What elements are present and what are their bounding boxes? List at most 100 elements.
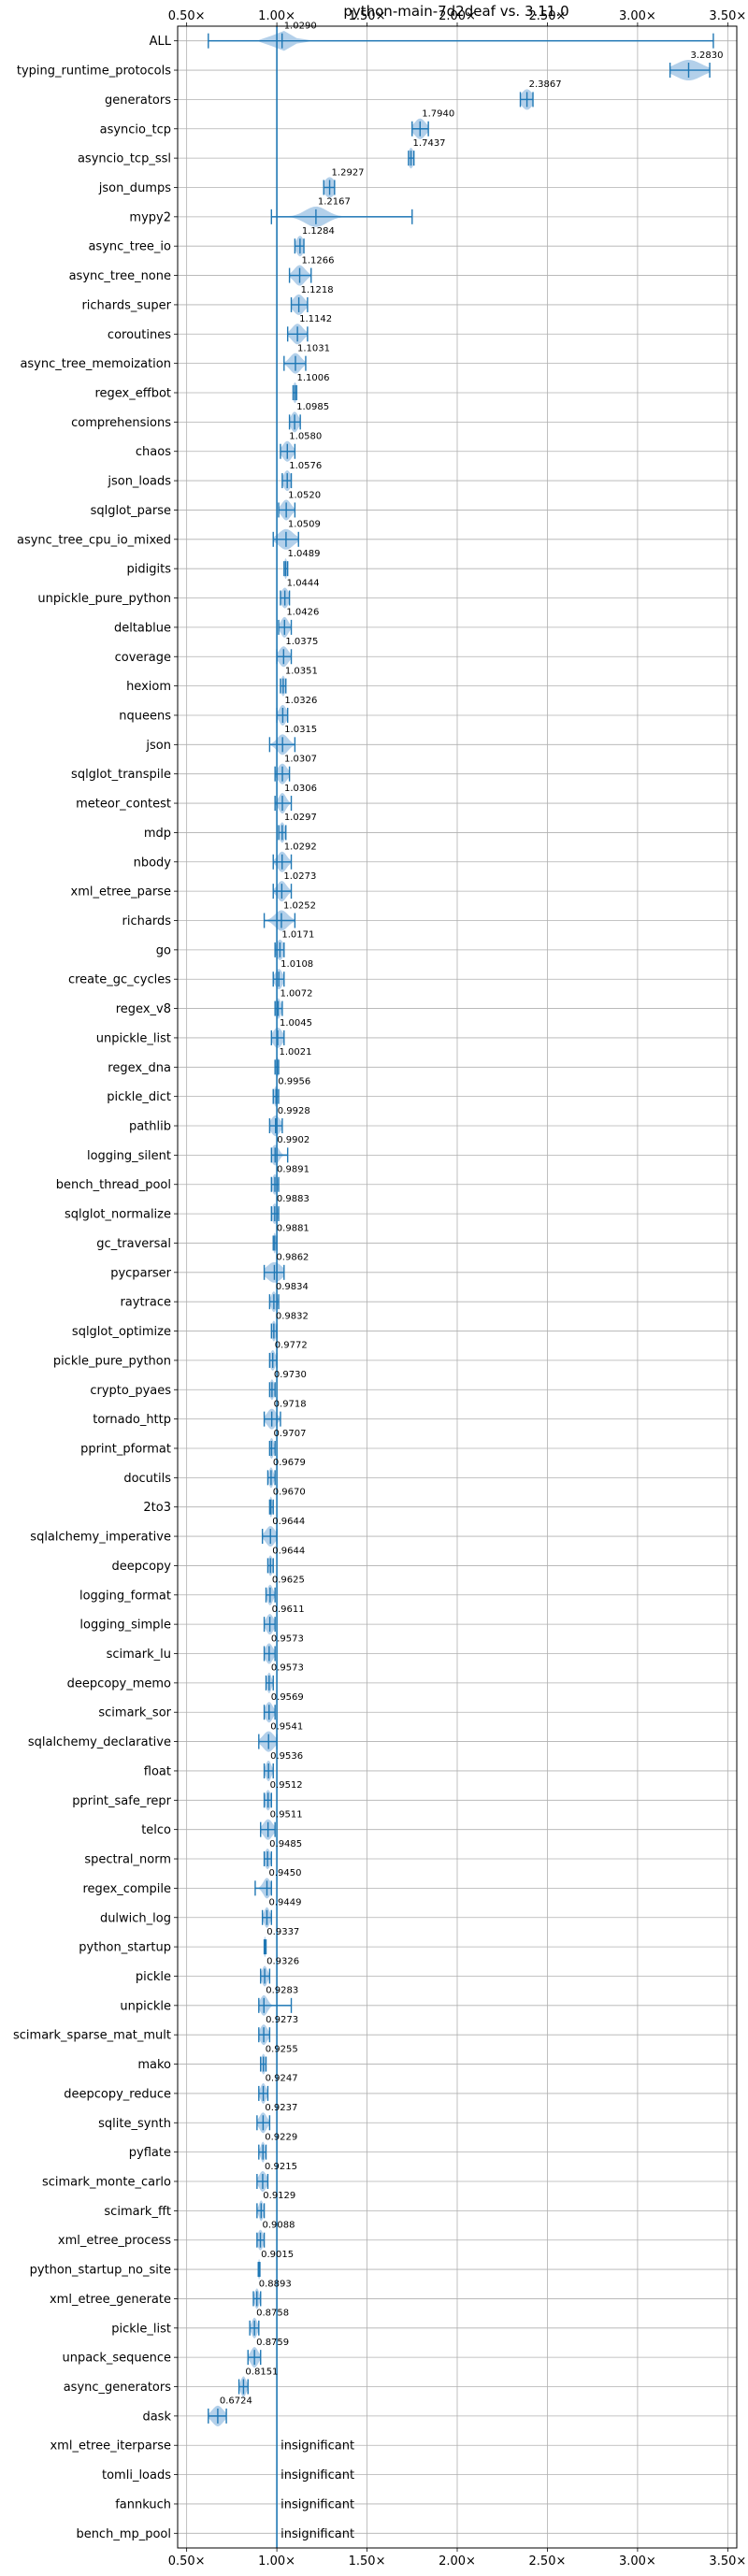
y-tick-label: gc_traversal xyxy=(96,1237,171,1251)
x-tick-label-top: 2.00× xyxy=(439,9,476,23)
x-tick-label-top: 1.50× xyxy=(349,9,386,23)
y-tick-label: fannkuch xyxy=(115,2497,171,2511)
value-label: 0.9891 xyxy=(277,1165,309,1175)
y-tick-label: dulwich_log xyxy=(100,1911,171,1925)
value-label: 0.9449 xyxy=(268,1898,301,1908)
value-label: 0.9512 xyxy=(270,1780,303,1791)
value-label: 1.0576 xyxy=(289,461,322,471)
y-tick-label: richards xyxy=(122,914,172,928)
value-label: 0.9229 xyxy=(265,2132,297,2142)
y-tick-label: pickle_dict xyxy=(107,1090,171,1104)
value-label: 0.9283 xyxy=(266,1986,298,1996)
value-label: 1.1266 xyxy=(302,255,335,266)
y-tick-label: tomli_loads xyxy=(102,2468,171,2482)
value-label: 0.9772 xyxy=(275,1341,308,1351)
y-tick-label: pathlib xyxy=(129,1120,171,1134)
y-tick-label: deepcopy_memo xyxy=(67,1677,171,1691)
value-label: 0.9215 xyxy=(265,2162,297,2172)
value-label: 0.9573 xyxy=(271,1633,304,1644)
y-tick-label: sqlglot_optimize xyxy=(72,1325,171,1339)
insignificant-label: insignificant xyxy=(280,2497,354,2511)
value-label: 0.8759 xyxy=(256,2338,289,2348)
value-label: 1.1218 xyxy=(301,285,334,295)
value-label: 0.9881 xyxy=(277,1223,309,1233)
value-label: 0.9255 xyxy=(266,2044,298,2054)
y-tick-label: xml_etree_process xyxy=(58,2234,171,2248)
value-label: 1.0520 xyxy=(288,490,321,500)
x-tick-label-bottom: 3.00× xyxy=(619,2554,656,2569)
y-tick-label: comprehensions xyxy=(71,416,171,430)
value-label: 0.9679 xyxy=(273,1458,306,1468)
value-label: 0.9956 xyxy=(278,1076,310,1087)
value-label: 0.9237 xyxy=(265,2103,297,2113)
y-tick-label: pprint_safe_repr xyxy=(72,1794,171,1808)
value-label: 0.9883 xyxy=(277,1194,309,1204)
value-label: 1.0108 xyxy=(280,959,313,970)
y-tick-label: bench_thread_pool xyxy=(56,1178,171,1192)
y-tick-label: sqlglot_normalize xyxy=(65,1208,171,1222)
value-label: 0.9511 xyxy=(270,1809,303,1820)
y-tick-label: typing_runtime_protocols xyxy=(17,65,171,79)
y-tick-label: pickle_pure_python xyxy=(53,1354,171,1368)
value-label: 0.9088 xyxy=(263,2221,295,2231)
value-label: 0.9718 xyxy=(274,1399,307,1409)
y-tick-label: asyncio_tcp xyxy=(100,122,171,137)
y-tick-label: deepcopy_reduce xyxy=(64,2087,171,2101)
x-tick-label-top: 3.50× xyxy=(709,9,746,23)
y-tick-label: pidigits xyxy=(127,563,172,577)
value-label: 2.3867 xyxy=(529,79,562,90)
y-tick-label: bench_mp_pool xyxy=(76,2527,171,2541)
value-label: 1.0307 xyxy=(284,755,317,765)
y-tick-label: unpickle xyxy=(120,1999,171,2013)
insignificant-label: insignificant xyxy=(280,2468,354,2482)
x-tick-label-top: 2.50× xyxy=(529,9,567,23)
label-layer: 0.50× 0.50× 1.00× 1.00× 1.50× 1.50× 2.00× 2.00×… xyxy=(13,9,746,2569)
y-tick-label: deepcopy xyxy=(111,1560,171,1574)
y-tick-label: scimark_sor xyxy=(98,1706,171,1720)
insignificant-label: insignificant xyxy=(280,2527,354,2541)
y-tick-label: pycparser xyxy=(110,1266,171,1280)
value-label: 0.9707 xyxy=(273,1429,306,1439)
insignificant-label: insignificant xyxy=(280,2439,354,2454)
y-tick-label: 2to3 xyxy=(143,1501,171,1515)
y-tick-label: xml_etree_parse xyxy=(71,885,171,899)
value-label: 1.0489 xyxy=(288,549,321,559)
value-label: 0.9862 xyxy=(276,1253,309,1263)
y-tick-label: tornado_http xyxy=(93,1413,171,1427)
value-label: 0.9450 xyxy=(268,1868,301,1878)
y-tick-label: raytrace xyxy=(120,1296,171,1310)
value-label: 0.9644 xyxy=(272,1517,305,1527)
value-label: 0.8151 xyxy=(245,2367,278,2377)
y-tick-label: meteor_contest xyxy=(76,798,171,812)
y-tick-label: chaos xyxy=(136,445,171,459)
y-tick-label: async_tree_cpu_io_mixed xyxy=(17,533,171,547)
y-tick-label: async_tree_none xyxy=(69,269,171,283)
y-tick-label: scimark_sparse_mat_mult xyxy=(13,2029,171,2043)
value-label: 0.9928 xyxy=(278,1106,310,1116)
value-label: 0.9337 xyxy=(266,1927,299,1937)
value-label: 1.0021 xyxy=(280,1047,312,1058)
y-tick-label: deltablue xyxy=(114,621,171,635)
value-label: 0.6724 xyxy=(220,2396,252,2407)
x-tick-label-bottom: 0.50× xyxy=(168,2554,206,2569)
y-tick-label: mako xyxy=(137,2058,171,2072)
y-tick-label: unpickle_pure_python xyxy=(37,592,171,606)
y-tick-label: create_gc_cycles xyxy=(68,973,171,987)
value-label: 0.8893 xyxy=(259,2279,292,2289)
value-label: 1.1006 xyxy=(297,373,330,383)
y-tick-label: sqlalchemy_declarative xyxy=(28,1735,171,1749)
value-label: 0.9832 xyxy=(276,1311,309,1321)
x-tick-label-bottom: 1.50× xyxy=(349,2554,386,2569)
y-tick-label: regex_effbot xyxy=(94,387,171,401)
y-tick-label: pickle xyxy=(136,1970,171,1984)
y-tick-label: scimark_lu xyxy=(107,1648,171,1662)
y-tick-label: xml_etree_generate xyxy=(50,2293,171,2307)
y-tick-label: dask xyxy=(142,2410,171,2424)
y-tick-label: logging_format xyxy=(79,1589,171,1603)
y-tick-label: sqlalchemy_imperative xyxy=(30,1531,171,1545)
x-tick-label-bottom: 3.50× xyxy=(709,2554,746,2569)
y-tick-label: scimark_monte_carlo xyxy=(42,2175,171,2189)
y-tick-label: generators xyxy=(105,94,171,108)
